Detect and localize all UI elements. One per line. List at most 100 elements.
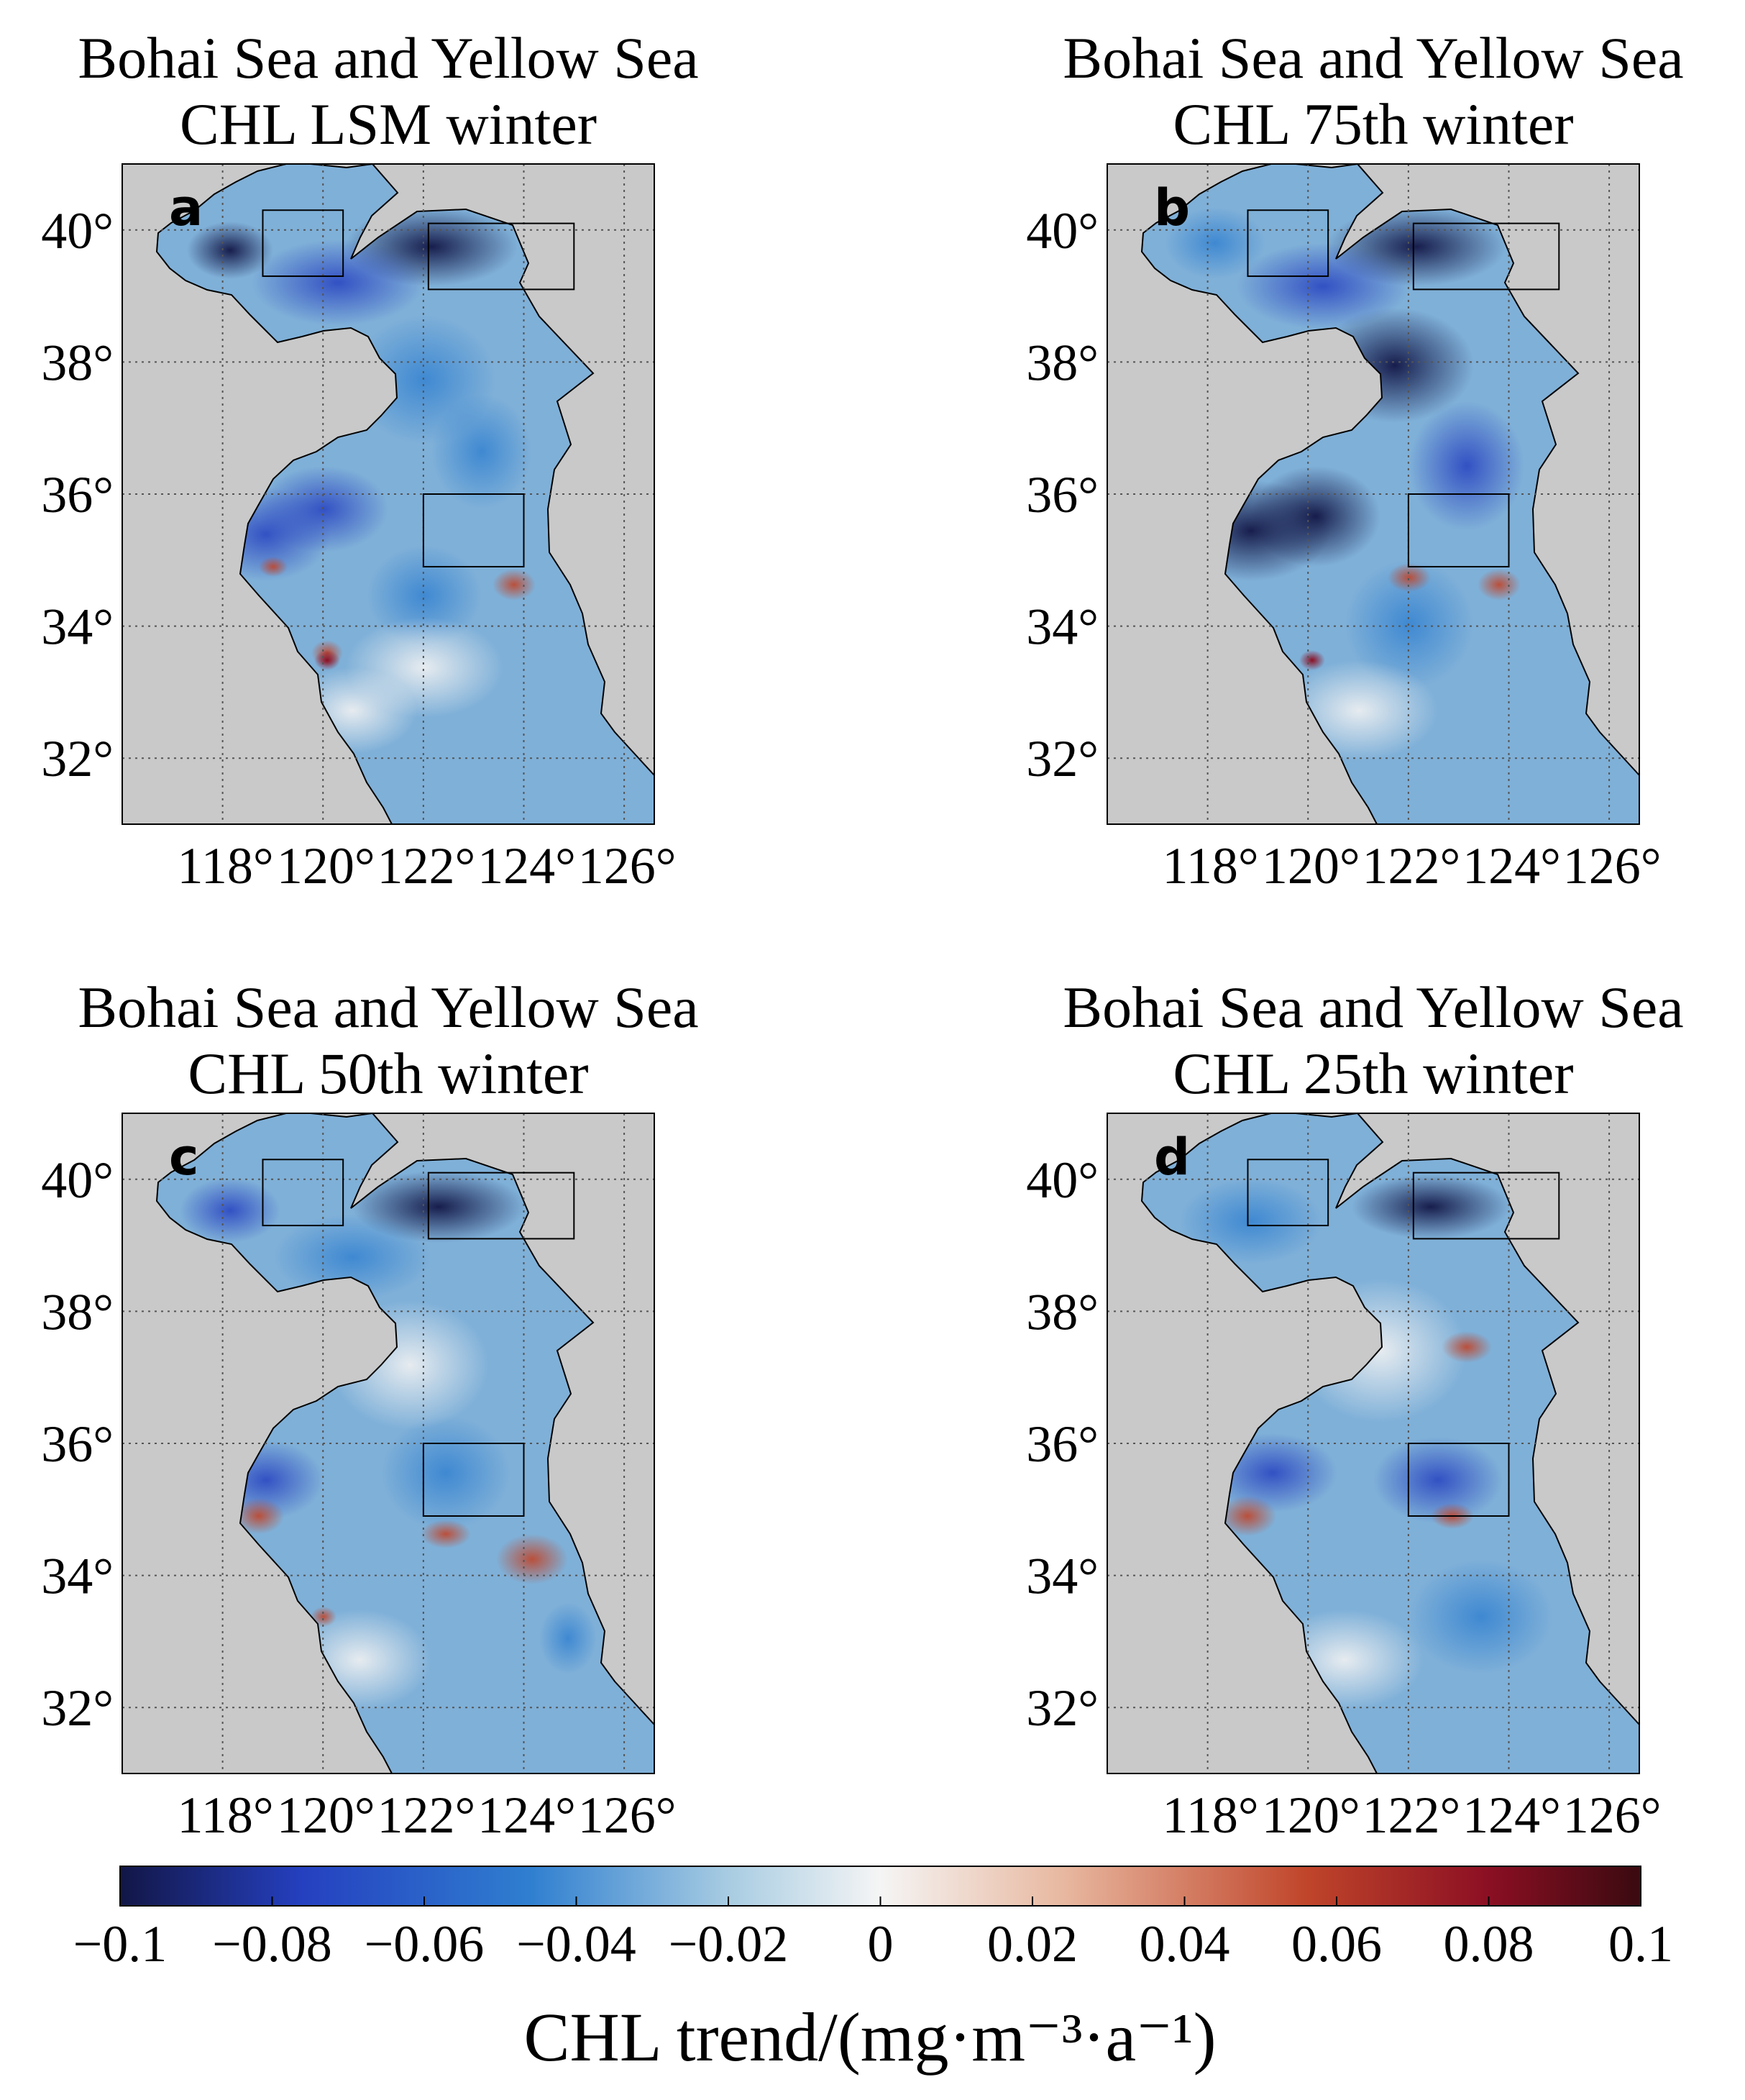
colorbar-tick-label: 0.1 (1608, 1915, 1673, 1973)
trend-anomaly (234, 1498, 284, 1534)
lat-tick-label: 32° (41, 730, 114, 788)
region-box (1412, 222, 1560, 291)
trend-anomaly (493, 569, 536, 601)
trend-anomaly (259, 557, 288, 577)
graticule (1107, 164, 1639, 824)
lon-tick-label: 120° (277, 1786, 375, 1844)
lon-tick-label: 122° (1362, 837, 1460, 895)
lon-tick-label: 124° (1462, 1786, 1561, 1844)
lon-tick-label: 120° (1262, 1786, 1360, 1844)
region-box (1412, 1172, 1560, 1240)
lat-tick-label: 36° (1026, 466, 1099, 524)
colorbar-tick-label: 0.08 (1444, 1915, 1534, 1973)
lon-tick-label: 120° (1262, 837, 1360, 895)
trend-anomaly (381, 1415, 510, 1530)
lat-tick-label: 34° (41, 1548, 114, 1605)
region-box (1247, 1159, 1329, 1227)
colorbar-tick-label: −0.08 (212, 1915, 332, 1973)
region-box (427, 222, 575, 291)
trend-anomaly (1442, 1331, 1492, 1363)
lat-tick-label: 32° (1026, 1679, 1099, 1737)
region-box (1247, 209, 1329, 278)
panel-subtitle: CHL LSM winter (180, 91, 597, 157)
region-box (1407, 1443, 1510, 1517)
lat-tick-label: 38° (41, 334, 114, 391)
trend-anomaly (1251, 466, 1380, 567)
trend-anomaly (1352, 1174, 1510, 1239)
trend-anomaly (1165, 207, 1265, 279)
lat-tick-label: 40° (41, 1151, 114, 1209)
trend-anomaly (273, 1214, 431, 1300)
graticule (122, 164, 654, 824)
trend-anomaly (1179, 1178, 1323, 1264)
lat-tick-label: 40° (1026, 1151, 1099, 1209)
region-box (422, 493, 525, 567)
colorbar-tick-label: 0.04 (1140, 1915, 1230, 1973)
panel-subtitle: CHL 25th winter (1173, 1041, 1573, 1106)
map-frame (122, 163, 655, 825)
lon-tick-label: 120° (277, 837, 375, 895)
colorbar-tick-label: −0.02 (669, 1915, 789, 1973)
region-box (262, 209, 344, 278)
panel-subtitle: CHL 50th winter (188, 1041, 588, 1106)
panel-subtitle: CHL 75th winter (1173, 91, 1573, 157)
colorbar-tick-label: −0.04 (516, 1915, 636, 1973)
trend-anomaly (1237, 243, 1409, 329)
trend-anomaly (1409, 401, 1524, 531)
colorbar-tick-label: −0.1 (73, 1915, 168, 1973)
lat-tick-label: 34° (41, 598, 114, 656)
trend-anomaly (421, 1520, 471, 1548)
trend-anomaly (1219, 1496, 1276, 1536)
trend-anomaly (1478, 569, 1521, 601)
colorbar: −0.1 −0.08 −0.06 −0.04 −0.02 0 0.02 0.04 0.06 0.0… (73, 1866, 1673, 2076)
panel-title: Bohai Sea and Yellow Sea (1063, 974, 1683, 1040)
region-box (422, 1443, 525, 1517)
trend-anomaly (187, 222, 273, 279)
coastline (1140, 1112, 1640, 1774)
panel-letter: d (1154, 1128, 1190, 1187)
lat-tick-label: 36° (41, 466, 114, 524)
coastline (155, 163, 655, 825)
panel-letter: b (1154, 178, 1190, 237)
panel-title: Bohai Sea and Yellow Sea (78, 974, 698, 1040)
lat-tick-label: 38° (1026, 1283, 1099, 1341)
panel-letter: c (169, 1128, 199, 1187)
colorbar-tick-label: 0 (868, 1915, 894, 1973)
panel-letter: a (169, 178, 203, 237)
map-frame (1107, 163, 1640, 825)
lon-tick-label: 124° (477, 837, 576, 895)
trend-anomaly (314, 650, 340, 670)
lat-tick-label: 40° (41, 202, 114, 260)
lon-tick-label: 118° (178, 1786, 274, 1844)
lat-tick-label: 34° (1026, 1548, 1099, 1605)
lat-tick-label: 36° (1026, 1415, 1099, 1473)
lat-tick-label: 40° (1026, 202, 1099, 260)
panel-title: Bohai Sea and Yellow Sea (78, 25, 698, 91)
lon-tick-label: 124° (477, 1786, 576, 1844)
lon-tick-label: 124° (1462, 837, 1561, 895)
lat-tick-label: 32° (1026, 730, 1099, 788)
trend-anomaly (1299, 650, 1325, 670)
map-frame (1107, 1113, 1640, 1774)
lon-tick-label: 122° (377, 1786, 475, 1844)
lat-tick-label: 36° (41, 1415, 114, 1473)
lon-tick-label: 118° (1163, 837, 1259, 895)
graticule (1107, 1113, 1639, 1773)
map-frame (122, 1113, 655, 1774)
trend-anomaly (1373, 1437, 1503, 1523)
region-box (427, 1172, 575, 1240)
colorbar-label: CHL trend/(mg·m⁻³·a⁻¹) (523, 1999, 1216, 2076)
trend-anomaly (496, 1534, 568, 1584)
colorbar-tick-label: 0.06 (1291, 1915, 1382, 1973)
trend-anomaly (180, 1178, 280, 1243)
colorbar-tick-label: −0.06 (365, 1915, 485, 1973)
lat-tick-label: 32° (41, 1679, 114, 1737)
coastline (155, 1112, 655, 1774)
lon-tick-label: 118° (178, 837, 274, 895)
trend-anomaly (1388, 563, 1431, 592)
lon-tick-label: 126° (1563, 837, 1662, 895)
